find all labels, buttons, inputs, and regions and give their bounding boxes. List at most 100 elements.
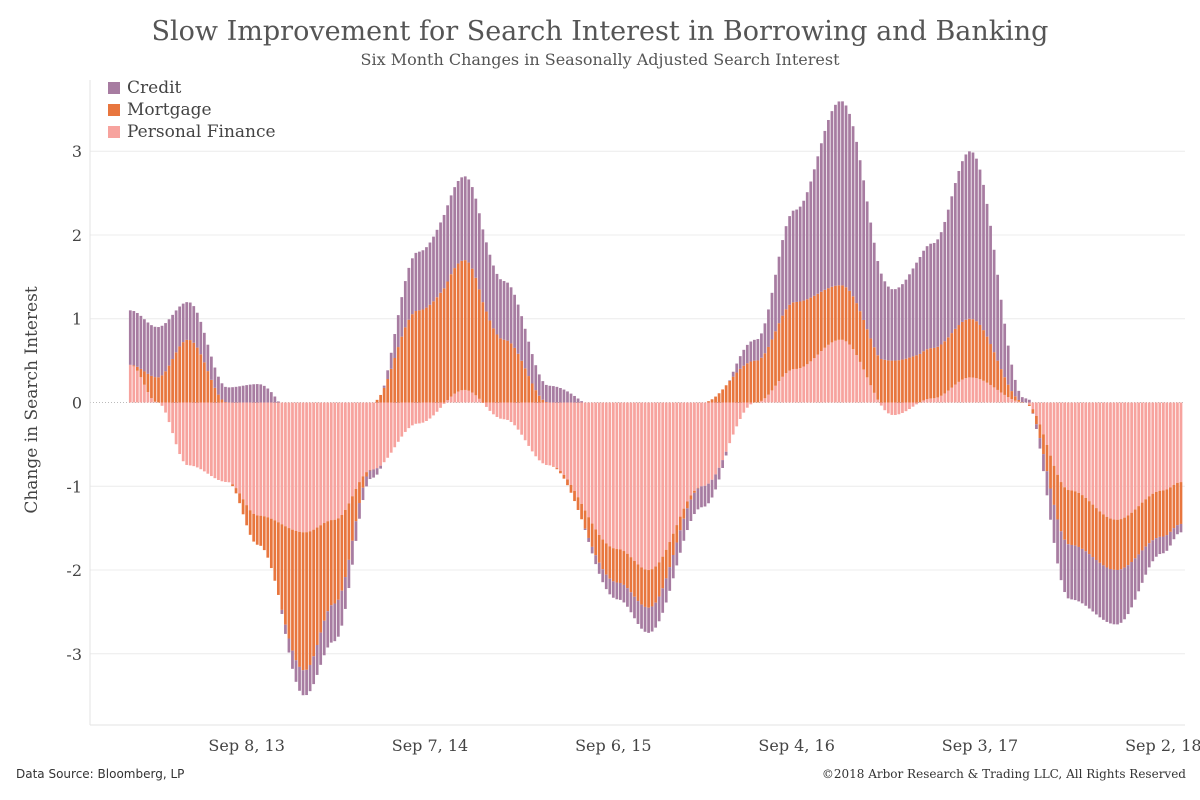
bar-segment-personal-finance xyxy=(1165,402,1169,490)
bar-segment-mortgage xyxy=(470,268,474,393)
bar-segment-mortgage xyxy=(982,330,985,381)
bar-segment-mortgage xyxy=(351,496,354,541)
bar-segment-personal-finance xyxy=(661,402,665,557)
bar-segment-credit xyxy=(255,384,259,403)
bar-segment-personal-finance xyxy=(767,394,770,403)
bar-segment-personal-finance xyxy=(936,397,940,403)
bar-segment-mortgage xyxy=(202,362,206,403)
bar-segment-personal-finance xyxy=(506,402,509,420)
bar-segment-personal-finance xyxy=(982,380,985,403)
bar-segment-personal-finance xyxy=(961,379,964,403)
bar-segment-mortgage xyxy=(950,333,954,388)
bar-segment-personal-finance xyxy=(1063,402,1066,488)
bar-segment-credit xyxy=(1147,543,1151,568)
bar-segment-personal-finance xyxy=(834,340,837,403)
bar-segment-credit xyxy=(150,325,153,376)
chart-subtitle: Six Month Changes in Seasonally Adjusted… xyxy=(360,50,840,69)
bar-segment-mortgage xyxy=(580,503,583,520)
bar-segment-credit xyxy=(492,265,495,329)
bar-segment-mortgage xyxy=(340,514,344,591)
bar-segment-mortgage xyxy=(1158,490,1162,537)
x-tick-label: Sep 8, 13 xyxy=(208,736,284,755)
bar-segment-personal-finance xyxy=(372,402,375,470)
bar-segment-credit xyxy=(358,503,361,519)
bar-segment-personal-finance xyxy=(922,400,925,403)
bar-segment-credit xyxy=(446,205,449,282)
bar-segment-mortgage xyxy=(1066,490,1070,545)
bar-segment-mortgage xyxy=(308,531,312,665)
bar-segment-mortgage xyxy=(474,277,478,396)
bar-segment-credit xyxy=(1056,519,1059,564)
bar-segment-personal-finance xyxy=(1102,402,1105,515)
bar-segment-personal-finance xyxy=(604,402,608,544)
bar-segment-personal-finance xyxy=(308,402,312,532)
bar-segment-personal-finance xyxy=(608,402,612,547)
bar-segment-mortgage xyxy=(675,525,679,543)
bar-segment-credit xyxy=(770,292,774,340)
bar-segment-credit xyxy=(241,385,245,403)
bar-segment-personal-finance xyxy=(460,390,464,403)
bar-segment-mortgage xyxy=(989,344,992,385)
bar-segment-mortgage xyxy=(999,369,1003,393)
bar-segment-credit xyxy=(132,311,136,366)
bar-segment-mortgage xyxy=(206,371,210,403)
bar-segment-credit xyxy=(1045,471,1049,496)
bar-segment-mortgage xyxy=(460,260,464,391)
bar-segment-personal-finance xyxy=(269,402,273,519)
bar-segment-mortgage xyxy=(150,375,153,399)
bar-segment-mortgage xyxy=(668,542,672,568)
bar-segment-mortgage xyxy=(312,529,316,657)
bar-segment-credit xyxy=(989,225,992,345)
bar-segment-personal-finance xyxy=(340,402,344,515)
bar-segment-credit xyxy=(1130,561,1133,608)
bar-segment-mortgage xyxy=(146,373,150,393)
bar-segment-mortgage xyxy=(1137,506,1141,555)
bar-segment-credit xyxy=(351,540,354,565)
bar-segment-personal-finance xyxy=(611,402,615,549)
bar-segment-mortgage xyxy=(220,399,224,403)
bar-segment-credit xyxy=(728,380,732,381)
bar-segment-mortgage xyxy=(516,353,520,403)
bar-segment-personal-finance xyxy=(1056,402,1059,475)
bar-segment-credit xyxy=(763,323,767,354)
bar-segment-personal-finance xyxy=(365,402,368,473)
bar-segment-credit xyxy=(456,181,460,264)
bar-segment-mortgage xyxy=(1123,517,1126,568)
bar-segment-credit xyxy=(277,401,280,403)
bar-segment-personal-finance xyxy=(463,389,467,403)
bar-segment-personal-finance xyxy=(548,402,552,466)
bar-segment-mortgage xyxy=(707,401,710,403)
bar-segment-personal-finance xyxy=(439,402,442,408)
bar-segment-credit xyxy=(837,101,841,286)
bar-segment-mortgage xyxy=(911,356,915,403)
bar-segment-mortgage xyxy=(319,525,323,633)
bar-segment-mortgage xyxy=(915,355,918,403)
bar-segment-personal-finance xyxy=(985,382,989,403)
bar-segment-credit xyxy=(872,242,876,348)
bar-segment-personal-finance xyxy=(657,402,661,563)
bar-segment-personal-finance xyxy=(855,355,858,403)
bar-segment-personal-finance xyxy=(485,402,488,407)
bar-segment-credit xyxy=(594,555,598,565)
bar-segment-personal-finance xyxy=(492,402,495,415)
bar-segment-mortgage xyxy=(273,520,277,581)
bar-segment-personal-finance xyxy=(950,387,954,403)
bar-segment-personal-finance xyxy=(266,402,270,518)
bar-segment-mortgage xyxy=(858,311,862,362)
bar-segment-mortgage xyxy=(400,336,404,403)
bar-segment-personal-finance xyxy=(943,393,947,403)
bar-segment-mortgage xyxy=(1087,501,1091,555)
bar-segment-mortgage xyxy=(964,319,968,379)
bar-segment-mortgage xyxy=(492,328,495,403)
bar-segment-personal-finance xyxy=(678,402,682,517)
bar-segment-credit xyxy=(640,604,643,629)
bar-segment-credit xyxy=(453,187,457,269)
bar-segment-mortgage xyxy=(601,539,605,570)
bar-segment-personal-finance xyxy=(414,402,418,424)
bar-segment-credit xyxy=(347,559,351,589)
bar-segment-mortgage xyxy=(643,569,647,607)
bar-segment-mortgage xyxy=(809,297,813,362)
bar-segment-personal-finance xyxy=(467,390,471,403)
bar-segment-mortgage xyxy=(791,302,795,370)
bar-segment-personal-finance xyxy=(911,402,915,407)
